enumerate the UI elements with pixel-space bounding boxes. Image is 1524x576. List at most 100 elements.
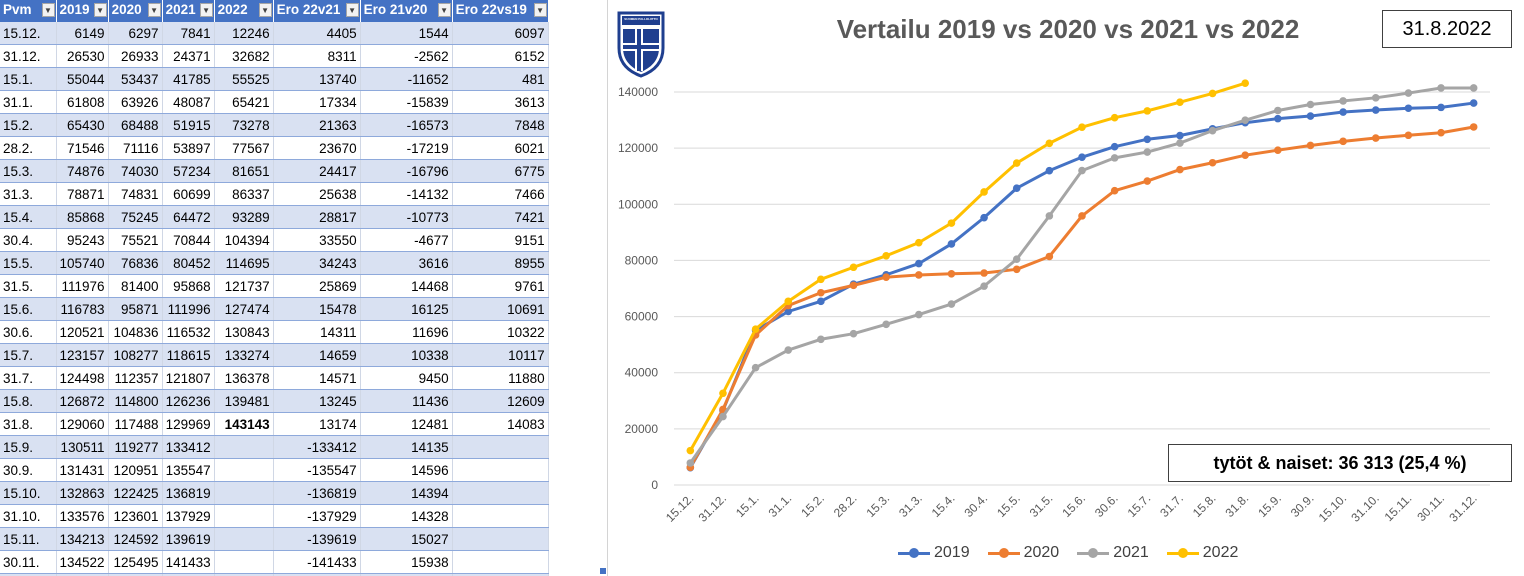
value-cell[interactable]: 77567: [214, 136, 274, 160]
value-cell[interactable]: 33550: [273, 228, 361, 252]
value-cell[interactable]: 26530: [56, 44, 109, 68]
filter-dropdown-icon[interactable]: ▼: [258, 3, 272, 17]
date-cell[interactable]: 31.12.: [0, 44, 57, 68]
value-cell[interactable]: -16796: [360, 159, 453, 183]
value-cell[interactable]: 85868: [56, 205, 109, 229]
value-cell[interactable]: 10117: [452, 343, 549, 367]
value-cell[interactable]: [452, 527, 549, 551]
value-cell[interactable]: 65421: [214, 90, 274, 114]
value-cell[interactable]: 7848: [452, 113, 549, 137]
value-cell[interactable]: 105740: [56, 251, 109, 275]
value-cell[interactable]: [214, 435, 274, 459]
value-cell[interactable]: -133412: [273, 435, 361, 459]
value-cell[interactable]: 41785: [162, 67, 215, 91]
value-cell[interactable]: 123601: [108, 504, 163, 528]
column-header[interactable]: Ero 22v21 ▼: [273, 0, 361, 22]
value-cell[interactable]: -10773: [360, 205, 453, 229]
value-cell[interactable]: 111976: [56, 274, 109, 298]
value-cell[interactable]: 10691: [452, 297, 549, 321]
value-cell[interactable]: 134213: [56, 527, 109, 551]
value-cell[interactable]: 6297: [108, 22, 163, 45]
value-cell[interactable]: 1544: [360, 22, 453, 45]
date-cell[interactable]: 15.9.: [0, 435, 57, 459]
filter-dropdown-icon[interactable]: ▼: [437, 3, 451, 17]
value-cell[interactable]: 137929: [162, 504, 215, 528]
value-cell[interactable]: 17334: [273, 90, 361, 114]
date-cell[interactable]: 15.7.: [0, 343, 57, 367]
value-cell[interactable]: 131431: [56, 458, 109, 482]
value-cell[interactable]: 124592: [108, 527, 163, 551]
value-cell[interactable]: -16573: [360, 113, 453, 137]
value-cell[interactable]: 15938: [360, 550, 453, 574]
date-cell[interactable]: 15.8.: [0, 389, 57, 413]
value-cell[interactable]: 135547: [162, 458, 215, 482]
value-cell[interactable]: [452, 435, 549, 459]
value-cell[interactable]: 11696: [360, 320, 453, 344]
column-header[interactable]: 2022 ▼: [214, 0, 274, 22]
value-cell[interactable]: 127532: [108, 573, 163, 576]
date-cell[interactable]: 30.11.: [0, 550, 57, 574]
date-cell[interactable]: 28.2.: [0, 136, 57, 160]
value-cell[interactable]: 95243: [56, 228, 109, 252]
value-cell[interactable]: -135547: [273, 458, 361, 482]
value-cell[interactable]: 13245: [273, 389, 361, 413]
value-cell[interactable]: 12609: [452, 389, 549, 413]
value-cell[interactable]: 12481: [360, 412, 453, 436]
value-cell[interactable]: 125495: [108, 550, 163, 574]
value-cell[interactable]: 123157: [56, 343, 109, 367]
value-cell[interactable]: 93289: [214, 205, 274, 229]
value-cell[interactable]: 75245: [108, 205, 163, 229]
value-cell[interactable]: 132863: [56, 481, 109, 505]
value-cell[interactable]: 118615: [162, 343, 215, 367]
value-cell[interactable]: 25869: [273, 274, 361, 298]
value-cell[interactable]: [452, 481, 549, 505]
value-cell[interactable]: 141433: [162, 550, 215, 574]
value-cell[interactable]: 9151: [452, 228, 549, 252]
value-cell[interactable]: 25638: [273, 182, 361, 206]
value-cell[interactable]: 24371: [162, 44, 215, 68]
value-cell[interactable]: -141433: [273, 573, 361, 576]
date-cell[interactable]: 30.4.: [0, 228, 57, 252]
value-cell[interactable]: 55044: [56, 67, 109, 91]
value-cell[interactable]: 6021: [452, 136, 549, 160]
value-cell[interactable]: [214, 573, 274, 576]
value-cell[interactable]: 129969: [162, 412, 215, 436]
value-cell[interactable]: 111996: [162, 297, 215, 321]
value-cell[interactable]: [452, 550, 549, 574]
value-cell[interactable]: 117488: [108, 412, 163, 436]
value-cell[interactable]: 133576: [56, 504, 109, 528]
date-cell[interactable]: 15.5.: [0, 251, 57, 275]
value-cell[interactable]: 61808: [56, 90, 109, 114]
date-cell[interactable]: 15.2.: [0, 113, 57, 137]
filter-dropdown-icon[interactable]: ▼: [41, 3, 55, 17]
value-cell[interactable]: 134522: [56, 550, 109, 574]
value-cell[interactable]: 7421: [452, 205, 549, 229]
value-cell[interactable]: [452, 504, 549, 528]
value-cell[interactable]: 116783: [56, 297, 109, 321]
date-cell[interactable]: 30.9.: [0, 458, 57, 482]
value-cell[interactable]: 139481: [214, 389, 274, 413]
value-cell[interactable]: 15027: [360, 527, 453, 551]
date-cell[interactable]: 15.3.: [0, 159, 57, 183]
value-cell[interactable]: -11652: [360, 67, 453, 91]
value-cell[interactable]: 15478: [273, 297, 361, 321]
value-cell[interactable]: 63926: [108, 90, 163, 114]
value-cell[interactable]: -15839: [360, 90, 453, 114]
value-cell[interactable]: 126236: [162, 389, 215, 413]
value-cell[interactable]: 28817: [273, 205, 361, 229]
value-cell[interactable]: 71116: [108, 136, 163, 160]
chart[interactable]: 0 20000 40000 60000 80000 100000 120000 140000 1…: [608, 0, 1524, 576]
value-cell[interactable]: -4677: [360, 228, 453, 252]
date-cell[interactable]: 15.4.: [0, 205, 57, 229]
value-cell[interactable]: 129060: [56, 412, 109, 436]
value-cell[interactable]: 86337: [214, 182, 274, 206]
value-cell[interactable]: 104836: [108, 320, 163, 344]
value-cell[interactable]: 116532: [162, 320, 215, 344]
value-cell[interactable]: 6775: [452, 159, 549, 183]
date-cell[interactable]: 31.8.: [0, 412, 57, 436]
value-cell[interactable]: 104394: [214, 228, 274, 252]
date-cell[interactable]: 31.10.: [0, 504, 57, 528]
value-cell[interactable]: 11880: [452, 366, 549, 390]
filter-dropdown-icon[interactable]: ▼: [533, 3, 547, 17]
value-cell[interactable]: -137929: [273, 504, 361, 528]
